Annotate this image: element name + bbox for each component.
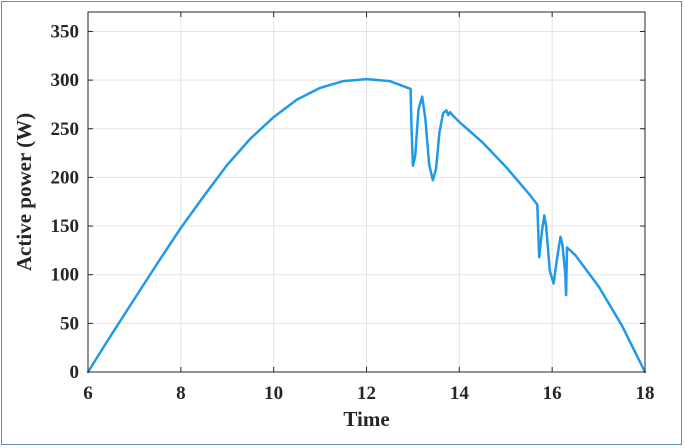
y-tick-label: 0 xyxy=(70,362,80,383)
series-line xyxy=(86,77,647,374)
y-tick-label: 100 xyxy=(51,265,80,286)
y-tick-label: 300 xyxy=(51,70,80,91)
y-tick-label: 200 xyxy=(51,167,80,188)
ticks: 6 8 10 12 14 16 18 0 50 100 150 200 250 300 350 xyxy=(51,12,655,404)
x-tick-label: 6 xyxy=(83,383,93,404)
grid xyxy=(87,12,646,373)
x-tick-label: 14 xyxy=(450,383,470,404)
x-tick-label: 12 xyxy=(357,383,376,404)
y-tick-label: 50 xyxy=(60,313,79,334)
series-layer xyxy=(86,77,647,374)
x-tick-label: 18 xyxy=(636,383,655,404)
y-axis-title: Active power (W) xyxy=(12,113,36,271)
x-axis-title: Time xyxy=(343,407,389,431)
y-tick-label: 250 xyxy=(51,119,80,140)
y-tick-label: 150 xyxy=(51,216,80,237)
x-tick-label: 10 xyxy=(264,383,283,404)
x-tick-label: 16 xyxy=(543,383,562,404)
x-tick-label: 8 xyxy=(176,383,186,404)
y-tick-label: 350 xyxy=(51,21,80,42)
